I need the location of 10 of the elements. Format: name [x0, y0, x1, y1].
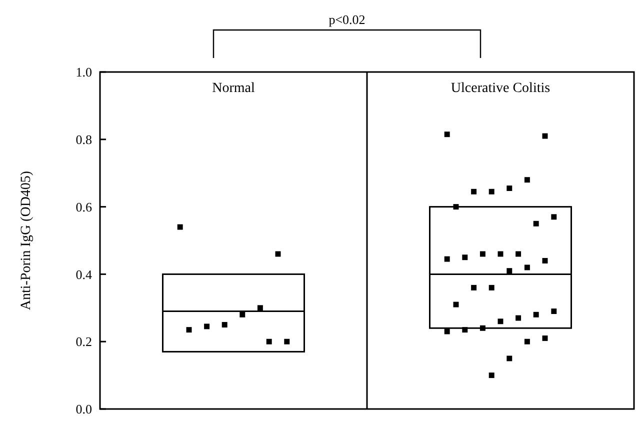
y-tick-label: 0.0: [76, 402, 92, 417]
x-tick-label: Ulcerative Colitis: [450, 81, 550, 96]
y-axis-title: Anti-Porin IgG (OD405): [19, 170, 34, 310]
y-tick-label: 0.6: [76, 199, 92, 214]
text: p<0.02: [328, 12, 366, 27]
y-tick-label: 0.8: [76, 132, 92, 147]
y-tick-label: 0.2: [76, 334, 92, 350]
y-tick-label: 1.0: [76, 64, 92, 80]
x-tick-label: Normal: [212, 81, 255, 96]
y-tick-label: 0.4: [76, 266, 92, 282]
